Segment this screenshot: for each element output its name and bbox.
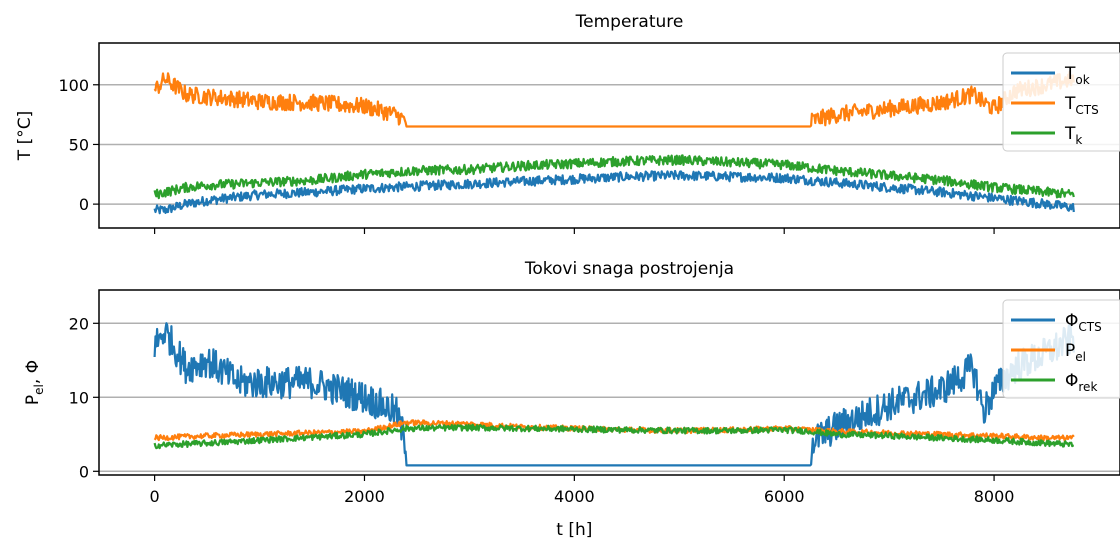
- axes-frame: [98, 289, 1120, 476]
- x-axis-label: t [h]: [556, 520, 592, 540]
- legend-label: TCTS: [1064, 94, 1099, 117]
- series-line-Φ_CTS: [153, 322, 1075, 467]
- axes-frame: [98, 42, 1120, 229]
- chart-title: Temperature: [575, 12, 684, 32]
- y-axis-label: T [°C]: [15, 111, 35, 161]
- series-line-T_ok: [153, 169, 1075, 215]
- y-tick-label: 0: [79, 195, 89, 214]
- legend: ΦCTS Pel Φrek: [1002, 299, 1120, 399]
- chart-panel-1: 0 50 100 Temperature T [°C] Tok TCTS Tk: [15, 12, 1120, 234]
- x-tick-label: 6000: [764, 487, 805, 506]
- x-tick-label: 8000: [974, 487, 1015, 506]
- y-tick-label: 100: [58, 76, 89, 95]
- legend-label: Pel: [1065, 341, 1086, 364]
- series-line-T_CTS: [153, 70, 1075, 128]
- x-tick-label: 0: [150, 487, 160, 506]
- series-line-Φ_rek: [153, 423, 1075, 450]
- legend: Tok TCTS Tk: [1002, 52, 1120, 152]
- x-tick-label: 2000: [344, 487, 385, 506]
- y-tick-label: 0: [79, 462, 89, 481]
- y-tick-label: 50: [69, 135, 89, 154]
- chart-panel-2: 0 10 20 0 2000 4000 6000 8000 Tokovi snaga postr…: [23, 259, 1120, 540]
- legend-box: [1002, 299, 1120, 399]
- chart-title: Tokovi snaga postrojenja: [524, 259, 734, 279]
- legend-label: ΦCTS: [1065, 311, 1102, 334]
- series-line-T_k: [153, 154, 1075, 200]
- y-axis-label: Pel, Φ: [23, 360, 46, 405]
- legend-label: Φrek: [1065, 371, 1097, 394]
- legend-box: [1002, 52, 1120, 152]
- legend-label: Tk: [1064, 124, 1082, 147]
- y-tick-label: 20: [69, 314, 89, 333]
- x-tick-label: 4000: [554, 487, 595, 506]
- y-tick-label: 10: [69, 388, 89, 407]
- legend-label: Tok: [1064, 64, 1090, 87]
- plot-area: [153, 322, 1075, 467]
- plot-area: [153, 70, 1075, 215]
